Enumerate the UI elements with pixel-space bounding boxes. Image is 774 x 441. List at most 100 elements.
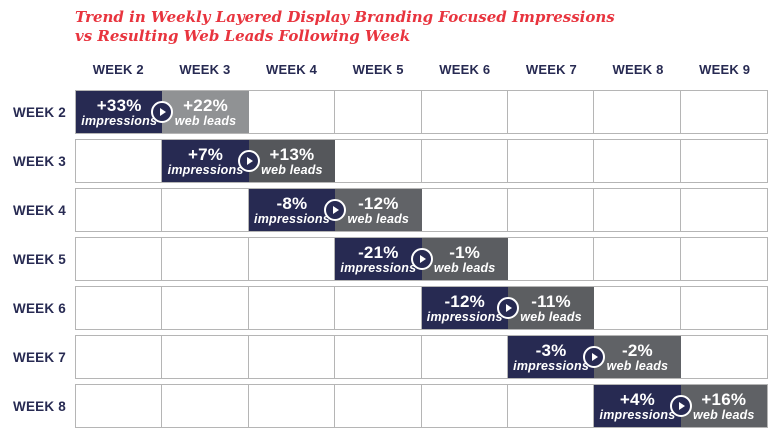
- empty-cell: [76, 336, 163, 378]
- row-label-week-8: WEEK 8: [13, 398, 66, 414]
- empty-cell: [422, 140, 508, 182]
- column-header-week-5: WEEK 5: [352, 62, 404, 77]
- play-triangle-icon: [678, 402, 685, 410]
- empty-cell: [594, 238, 681, 280]
- web-leads-caption: web leads: [433, 260, 496, 275]
- web-leads-cell: +13% web leads: [248, 140, 336, 182]
- web-leads-caption: web leads: [606, 358, 669, 373]
- empty-cell: [508, 238, 595, 280]
- empty-cell: [681, 287, 767, 329]
- empty-cell: [681, 336, 767, 378]
- column-header-week-2: WEEK 2: [92, 62, 144, 77]
- play-triangle-icon: [246, 157, 253, 165]
- empty-cell: [594, 189, 681, 231]
- web-leads-value: -12%: [358, 193, 399, 213]
- empty-cell: [681, 140, 767, 182]
- play-circle-icon: [151, 101, 174, 123]
- grid-row-week-8: +4% impressions +16% web leads: [75, 384, 768, 428]
- empty-cell: [422, 385, 508, 427]
- empty-cell: [422, 336, 508, 378]
- web-leads-caption: web leads: [520, 309, 582, 324]
- impressions-caption: impressions: [426, 309, 503, 324]
- empty-cell: [249, 238, 336, 280]
- play-circle-icon: [583, 346, 606, 368]
- play-circle-icon: [237, 150, 260, 172]
- empty-cell: [681, 91, 767, 133]
- impressions-caption: impressions: [340, 260, 417, 275]
- web-leads-caption: web leads: [693, 407, 755, 422]
- empty-cell: [594, 287, 681, 329]
- impressions-cell: -8% impressions: [248, 189, 336, 231]
- empty-cell: [76, 287, 163, 329]
- web-leads-cell: -1% web leads: [421, 238, 508, 280]
- row-label-week-4: WEEK 4: [13, 202, 66, 218]
- empty-cell: [681, 238, 767, 280]
- column-header-week-7: WEEK 7: [525, 62, 577, 77]
- column-header-week-3: WEEK 3: [179, 62, 231, 77]
- web-leads-cell: +16% web leads: [680, 385, 767, 427]
- web-leads-value: +13%: [269, 144, 315, 164]
- column-headers: WEEK 2 WEEK 3 WEEK 4 WEEK 5 WEEK 6 WEEK 7 WEEK…: [75, 62, 768, 82]
- web-leads-cell: -11% web leads: [507, 287, 595, 329]
- impressions-caption: impressions: [599, 407, 676, 422]
- empty-cell: [335, 287, 422, 329]
- empty-cell: [422, 189, 508, 231]
- impressions-caption: impressions: [81, 113, 158, 128]
- chart-title: Trend in Weekly Layered Display Branding…: [75, 8, 615, 45]
- web-leads-caption: web leads: [261, 162, 323, 177]
- play-triangle-icon: [419, 255, 426, 263]
- impressions-value: +4%: [619, 389, 655, 409]
- impressions-cell: +4% impressions: [594, 385, 681, 427]
- web-leads-value: +22%: [183, 95, 228, 115]
- web-leads-cell: +22% web leads: [162, 91, 249, 133]
- empty-cell: [249, 91, 336, 133]
- empty-cell: [76, 238, 163, 280]
- web-leads-value: +16%: [701, 389, 747, 409]
- grid-row-week-3: +7% impressions +13% web leads: [75, 139, 768, 183]
- impressions-value: +7%: [188, 144, 224, 164]
- play-triangle-icon: [592, 353, 599, 361]
- empty-cell: [335, 336, 422, 378]
- row-label-week-3: WEEK 3: [13, 153, 66, 169]
- impressions-cell: -21% impressions: [335, 238, 422, 280]
- web-leads-value: -2%: [622, 340, 653, 360]
- grid-row-week-5: -21% impressions -1% web leads: [75, 237, 768, 281]
- grid-row-week-2: +33% impressions +22% web leads: [75, 90, 768, 134]
- empty-cell: [335, 385, 422, 427]
- empty-cell: [162, 287, 249, 329]
- impressions-value: -8%: [276, 193, 308, 213]
- impressions-caption: impressions: [167, 162, 244, 177]
- empty-cell: [76, 140, 163, 182]
- web-leads-value: -1%: [449, 242, 481, 262]
- web-leads-caption: web leads: [347, 211, 410, 226]
- empty-cell: [508, 91, 595, 133]
- impressions-cell: -3% impressions: [507, 336, 595, 378]
- impressions-value: +33%: [96, 95, 142, 115]
- empty-cell: [422, 91, 508, 133]
- play-circle-icon: [410, 248, 433, 270]
- impressions-value: -21%: [358, 242, 399, 262]
- empty-cell: [76, 189, 163, 231]
- empty-cell: [162, 336, 249, 378]
- empty-cell: [681, 189, 767, 231]
- empty-cell: [249, 287, 336, 329]
- empty-cell: [249, 336, 336, 378]
- impressions-value: -12%: [444, 291, 485, 311]
- web-leads-cell: -12% web leads: [335, 189, 422, 231]
- impressions-cell: +7% impressions: [162, 140, 249, 182]
- row-label-week-2: WEEK 2: [13, 104, 66, 120]
- row-label-week-5: WEEK 5: [13, 251, 66, 267]
- impressions-caption: impressions: [513, 358, 589, 373]
- play-triangle-icon: [333, 206, 340, 214]
- web-leads-value: -11%: [531, 291, 571, 311]
- empty-cell: [508, 189, 595, 231]
- empty-cell: [335, 140, 422, 182]
- empty-cell: [594, 140, 681, 182]
- empty-cell: [76, 385, 163, 427]
- empty-cell: [249, 385, 336, 427]
- row-label-week-6: WEEK 6: [13, 300, 66, 316]
- impressions-value: -3%: [535, 340, 567, 360]
- column-header-week-9: WEEK 9: [699, 62, 751, 77]
- row-label-week-7: WEEK 7: [13, 349, 66, 365]
